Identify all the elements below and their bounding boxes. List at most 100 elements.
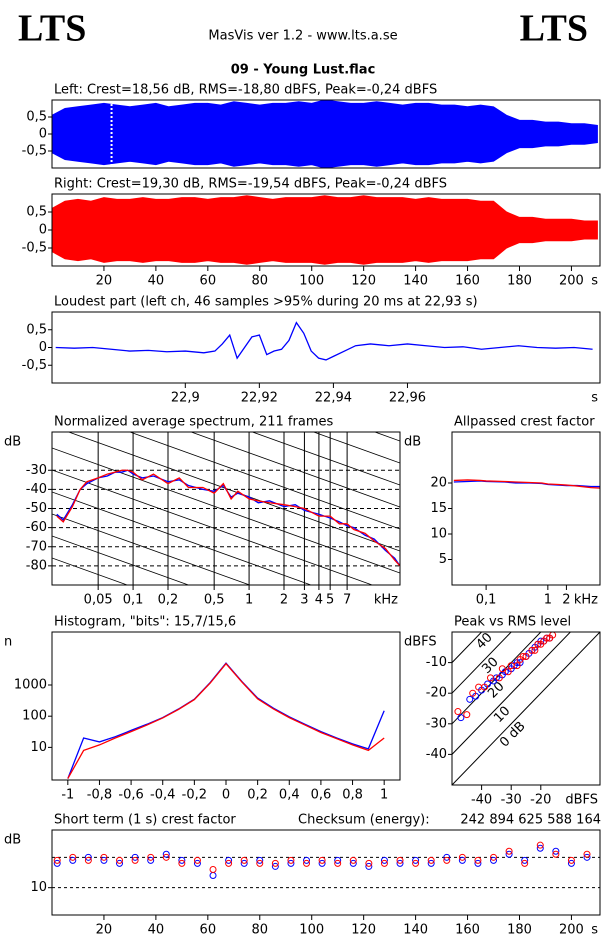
x-tick-label: 0,8 [342, 788, 363, 803]
y-tick-label: 10 [430, 527, 447, 542]
x-tick-label: -20 [530, 793, 551, 808]
x-tick-label: 22,94 [315, 391, 352, 406]
x-axis-unit: s [591, 391, 598, 406]
plot-frame [51, 431, 401, 586]
scatter-point [349, 859, 357, 867]
x-tick-label: 0,1 [123, 593, 144, 608]
reference-slope [52, 557, 129, 585]
crest-line [452, 632, 542, 725]
plot-frame [51, 311, 601, 384]
scatter-point [240, 859, 248, 867]
scatter-point [256, 859, 264, 867]
plot-content [55, 321, 593, 361]
series-line [453, 479, 600, 489]
x-tick-label: 120 [351, 274, 376, 289]
x-axis-unit: s [591, 923, 598, 938]
y-tick-label: 10 [30, 740, 47, 755]
scatter-point [69, 856, 77, 864]
plot-content [52, 100, 598, 168]
x-tick-label: 200 [559, 274, 584, 289]
scatter-point [100, 853, 108, 861]
scatter-point [365, 859, 373, 867]
x-tick-label: -0,8 [87, 788, 112, 803]
x-tick-label: 4 [315, 593, 323, 608]
crest-line [452, 632, 512, 694]
y-axis-unit: dBFS [404, 635, 437, 650]
scatter-point [193, 856, 201, 864]
scatter-point [131, 853, 139, 861]
x-axis-unit: s [591, 274, 598, 289]
scatter-point [458, 856, 466, 864]
x-tick-label: 60 [200, 923, 217, 938]
x-tick-label: 22,92 [241, 391, 278, 406]
scatter-point [474, 856, 482, 864]
x-tick-label: 5 [326, 593, 334, 608]
scatter-point [131, 856, 139, 864]
x-tick-label: 22,9 [171, 391, 200, 406]
y-tick-label: 0,5 [26, 205, 47, 220]
y-tick-label: 0,5 [26, 322, 47, 337]
y-tick-label: -10 [426, 655, 447, 670]
plot-content [52, 841, 600, 889]
y-axis-unit: dB [404, 435, 421, 450]
panel-title: Allpassed crest factor [454, 415, 595, 430]
scatter-point [334, 859, 342, 867]
checksum-value: 242 894 625 588 164 [460, 813, 601, 828]
scatter-point [486, 674, 494, 682]
scatter-point [427, 856, 435, 864]
panel-title: Short term (1 s) crest factor [54, 813, 236, 828]
reference-slope [52, 535, 190, 585]
scatter-point [505, 847, 513, 855]
logo-left: LTS [18, 8, 86, 50]
x-tick-label: 20 [96, 274, 113, 289]
scatter-point [469, 689, 477, 697]
x-tick-label: 1 [245, 593, 253, 608]
scatter-point [466, 695, 474, 703]
x-tick-label: 160 [455, 923, 480, 938]
y-tick-label: -0,5 [22, 241, 47, 256]
y-tick-label: -30 [426, 716, 447, 731]
plot-content [453, 479, 600, 489]
scatter-point [531, 646, 539, 654]
x-tick-label: 40 [148, 274, 165, 289]
x-tick-label: -0,4 [150, 788, 175, 803]
scatter-point [443, 853, 451, 861]
scatter-point [567, 856, 575, 864]
y-tick-label: -40 [426, 747, 447, 762]
scatter-point [567, 859, 575, 867]
scatter-point [443, 856, 451, 864]
series-line [56, 469, 400, 567]
x-tick-label: 20 [96, 923, 113, 938]
y-tick-label: 10 [30, 880, 47, 895]
x-tick-label: 100 [299, 923, 324, 938]
y-tick-label: -60 [26, 520, 47, 535]
scatter-point [53, 859, 61, 867]
scatter-point [162, 853, 170, 861]
x-tick-label: 80 [251, 274, 268, 289]
scatter-point [193, 859, 201, 867]
x-tick-label: -30 [501, 793, 522, 808]
series-line [56, 469, 400, 567]
panel-title: Normalized average spectrum, 211 frames [54, 415, 333, 430]
y-tick-label: 0 [39, 127, 47, 142]
y-tick-label: -0,5 [22, 144, 47, 159]
scatter-point [147, 856, 155, 864]
x-tick-label: 40 [148, 923, 165, 938]
x-tick-label: 1 [380, 788, 388, 803]
x-tick-label: -0,6 [118, 788, 143, 803]
scatter-point [380, 859, 388, 867]
panel-title: Peak vs RMS level [454, 615, 571, 630]
plot-area [52, 830, 600, 915]
x-tick-label: 0,2 [247, 788, 268, 803]
scatter-point [162, 850, 170, 858]
x-tick-label: -0,2 [182, 788, 207, 803]
y-tick-label: -20 [426, 686, 447, 701]
x-tick-label: 0,4 [279, 788, 300, 803]
y-tick-label: 0,5 [26, 110, 47, 125]
crest-line [452, 632, 483, 663]
y-tick-label: -40 [26, 482, 47, 497]
scatter-point [287, 856, 295, 864]
plot-area [52, 632, 400, 780]
scatter-point [84, 856, 92, 864]
x-axis-unit: kHz [374, 593, 398, 608]
